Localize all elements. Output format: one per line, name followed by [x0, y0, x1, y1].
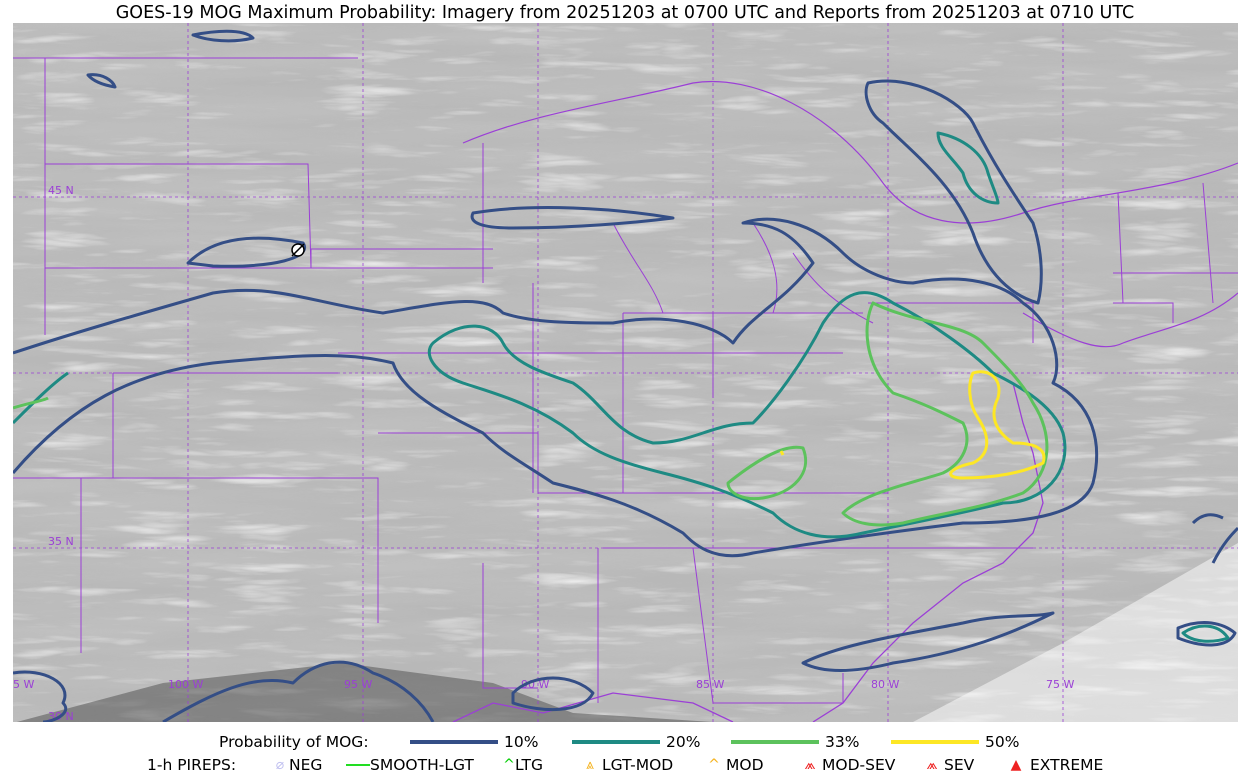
- legend-label: 33%: [825, 733, 860, 751]
- legend-item-33pct: 33%: [731, 733, 859, 751]
- lon-label: 75 W: [1046, 678, 1074, 691]
- pirep-neg-marker: [291, 243, 305, 257]
- triangle-caret-icon: ⩓: [586, 757, 594, 773]
- caret-icon: ^: [708, 757, 720, 773]
- line-swatch-icon: [891, 740, 979, 744]
- legend-label: LGT-MOD: [602, 756, 674, 774]
- legend-item-20pct: 20%: [572, 733, 700, 751]
- state-borders: [13, 57, 1238, 722]
- mog-probability-map: 105 W 100 W 95 W 90 W 85 W 80 W 75 W 45 …: [13, 23, 1238, 722]
- legend-item-lgt-mod: ⩓ LGT-MOD: [578, 756, 673, 774]
- legend-label: MOD: [726, 756, 764, 774]
- pirep-legend-label: 1-h PIREPS:: [147, 756, 237, 774]
- double-caret-icon: ⩕: [926, 757, 938, 773]
- lon-label: 105 W: [13, 678, 34, 691]
- line-icon: [346, 764, 370, 766]
- legend-label: 10%: [504, 733, 539, 751]
- legend-item-50pct: 50%: [891, 733, 1019, 751]
- legend-label: MOD-SEV: [822, 756, 896, 774]
- contour-33pct: [13, 301, 1049, 527]
- contour-20pct: [13, 131, 1230, 643]
- legend-label: 50%: [985, 733, 1020, 751]
- legend-item-ltg: ^ LTG: [503, 756, 543, 774]
- legend-item-extreme: ▲ EXTREME: [1002, 756, 1104, 774]
- grid-labels: 105 W 100 W 95 W 90 W 85 W 80 W 75 W 45 …: [13, 184, 1074, 722]
- line-swatch-icon: [572, 740, 660, 744]
- pirep-legend: 1-h PIREPS: ⌀ NEG SMOOTH-LGT ^ LTG ⩓ LGT-MO…: [0, 756, 1250, 778]
- legend-label: 20%: [666, 733, 701, 751]
- legend-label: EXTREME: [1030, 756, 1104, 774]
- legend-item-mod: ^ MOD: [702, 756, 764, 774]
- legend-item-10pct: 10%: [410, 733, 538, 751]
- legend-item-smooth-lgt: SMOOTH-LGT: [346, 756, 474, 774]
- line-swatch-icon: [731, 740, 819, 744]
- lat-label: 45 N: [48, 184, 74, 197]
- probability-legend: Probability of MOG: 10% 20% 33% 50%: [0, 733, 1250, 755]
- probability-legend-label: Probability of MOG:: [219, 733, 369, 751]
- lon-label: 80 W: [871, 678, 899, 691]
- map-title: GOES-19 MOG Maximum Probability: Imagery…: [115, 3, 1135, 23]
- legend-label: SMOOTH-LGT: [370, 756, 474, 774]
- filled-triangle-icon: ▲: [1010, 757, 1022, 773]
- lat-label: 35 N: [48, 535, 74, 548]
- double-caret-icon: ⩕: [804, 757, 816, 773]
- null-circle-icon: ⌀: [275, 757, 285, 773]
- lon-label: 100 W: [168, 678, 203, 691]
- legend-item-mod-sev: ⩕ MOD-SEV: [798, 756, 895, 774]
- contour-10pct: [13, 29, 1238, 722]
- legend-label: LTG: [515, 756, 543, 774]
- lon-label: 85 W: [696, 678, 724, 691]
- line-swatch-icon: [410, 740, 498, 744]
- caret-icon: ^: [503, 757, 515, 773]
- legend-label: NEG: [289, 756, 323, 774]
- legend-item-neg: ⌀ NEG: [271, 756, 323, 774]
- lon-label: 95 W: [344, 678, 372, 691]
- contour-50pct: [779, 370, 1046, 480]
- legend-item-sev: ⩕ SEV: [920, 756, 974, 774]
- legend-label: SEV: [944, 756, 975, 774]
